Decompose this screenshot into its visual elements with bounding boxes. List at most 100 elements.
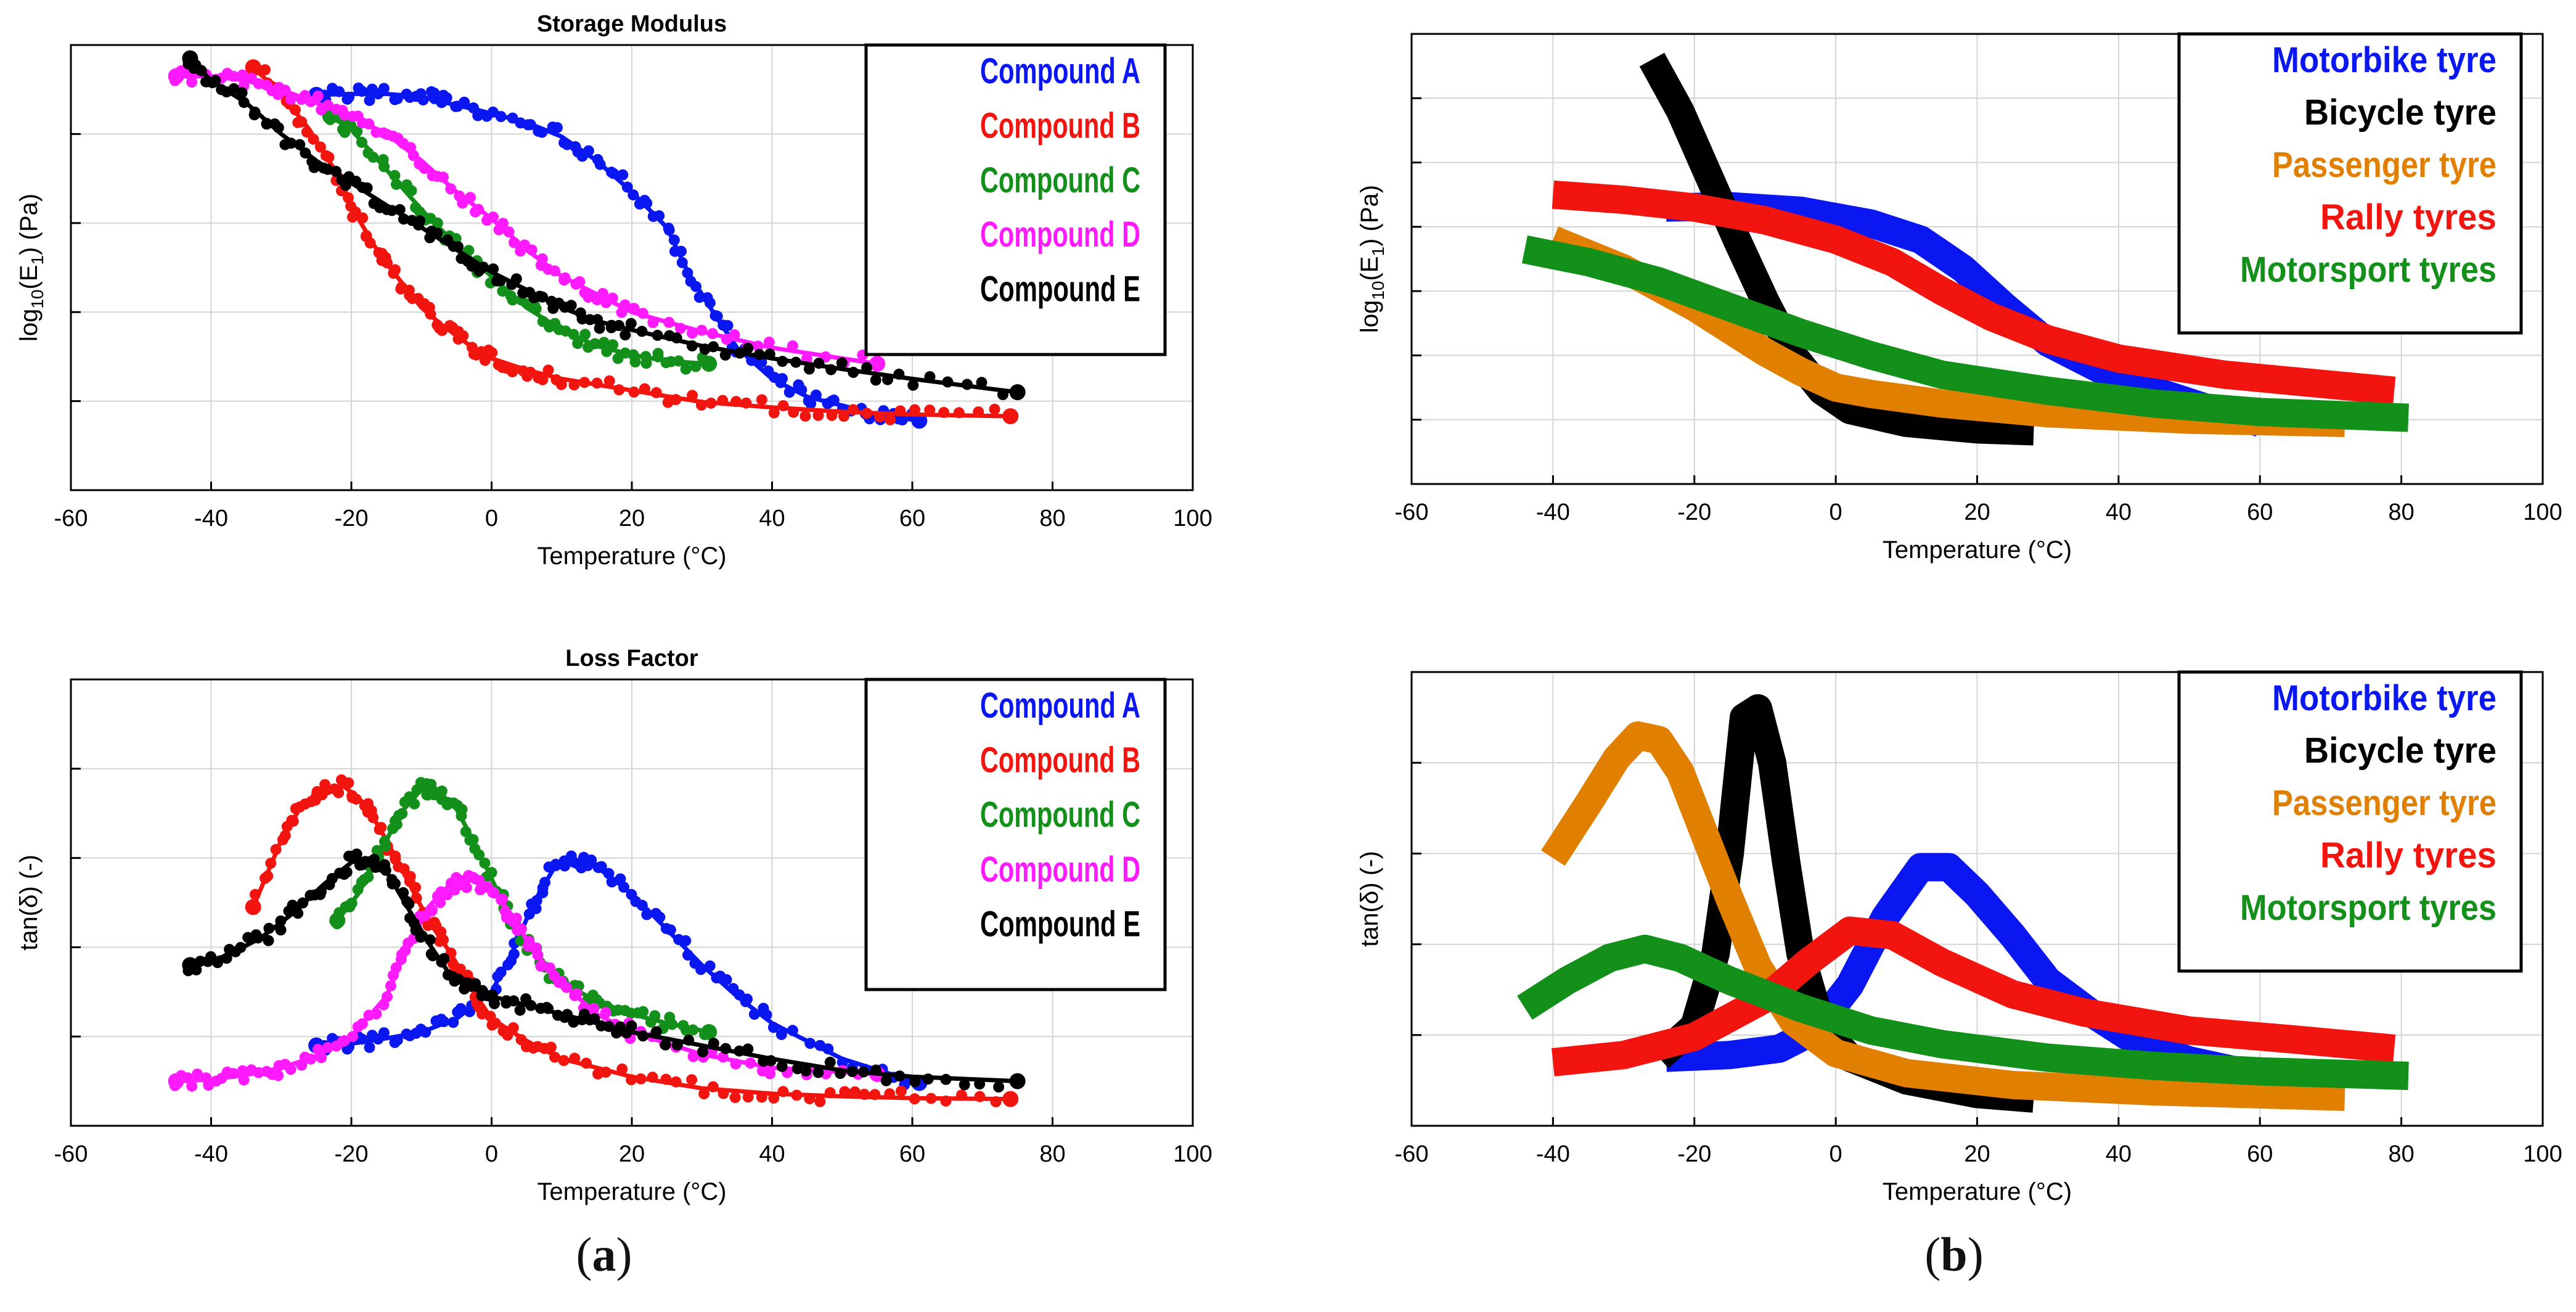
data-point-compound-c <box>666 1019 678 1030</box>
data-point-compound-d <box>382 991 393 1002</box>
data-point-compound-d <box>526 244 538 256</box>
legend-box <box>2177 32 2523 335</box>
data-point-compound-a <box>676 245 687 257</box>
data-point-compound-e <box>824 1056 836 1068</box>
data-point-compound-b <box>603 375 615 387</box>
data-point-compound-a <box>767 1022 779 1033</box>
data-point-compound-d <box>363 118 375 129</box>
data-point-compound-e <box>565 300 577 311</box>
data-point-compound-b <box>848 404 859 416</box>
data-point-compound-e <box>488 263 499 275</box>
data-point-compound-d <box>237 69 248 81</box>
data-point-compound-d <box>532 949 544 961</box>
data-point-compound-e <box>427 950 438 962</box>
data-point-compound-a <box>551 122 563 133</box>
x-tick-label: -60 <box>1395 1141 1429 1167</box>
x-tick-label: -40 <box>194 506 228 531</box>
data-point-compound-e <box>249 106 261 118</box>
data-point-compound-b <box>861 408 873 419</box>
data-point-compound-e <box>182 50 198 67</box>
data-point-compound-d <box>663 316 675 328</box>
data-point-compound-a <box>682 267 693 279</box>
data-point-compound-e <box>812 1067 824 1078</box>
data-point-compound-d <box>464 192 476 203</box>
data-point-compound-d <box>561 982 572 993</box>
data-point-compound-a <box>438 1016 449 1027</box>
data-point-compound-d <box>718 1051 729 1063</box>
data-point-compound-a <box>417 94 429 105</box>
series-band-rally-tyres <box>1552 916 2396 1076</box>
data-point-compound-d <box>559 272 571 284</box>
data-point-compound-a <box>420 1027 431 1038</box>
data-point-compound-a <box>641 909 653 920</box>
data-point-compound-e <box>300 147 311 159</box>
x-axis-label: Temperature (°C) <box>537 1178 726 1205</box>
data-point-compound-e <box>836 357 848 369</box>
data-point-compound-d <box>186 76 198 88</box>
data-point-compound-b <box>973 406 984 418</box>
data-point-compound-a <box>391 1034 403 1046</box>
data-point-compound-b <box>382 257 393 269</box>
x-tick-label: 80 <box>2388 499 2414 525</box>
data-point-compound-e <box>625 318 637 329</box>
data-point-compound-d <box>787 340 798 351</box>
data-point-compound-d <box>347 1031 359 1043</box>
data-point-compound-a <box>805 398 817 409</box>
data-point-compound-e <box>263 922 275 934</box>
data-point-compound-a <box>742 993 753 1005</box>
legend-entry-passenger-tyre: Passenger tyre <box>2272 145 2496 185</box>
data-point-compound-a <box>531 895 542 906</box>
data-point-compound-b <box>885 414 896 425</box>
data-point-compound-b <box>824 1087 836 1099</box>
legend-entry-passenger-tyre: Passenger tyre <box>2272 783 2496 823</box>
data-point-compound-a <box>836 1057 848 1068</box>
x-tick-label: 0 <box>1830 499 1842 525</box>
x-tick-label: 60 <box>899 1141 925 1167</box>
data-point-compound-a <box>441 92 452 104</box>
data-point-compound-b <box>909 404 920 416</box>
data-point-compound-b <box>591 377 603 389</box>
data-point-compound-e <box>414 215 425 227</box>
data-point-compound-a <box>608 168 619 179</box>
x-tick-label: -20 <box>1677 1141 1711 1167</box>
data-point-compound-d <box>571 988 583 999</box>
data-point-compound-c <box>637 1006 649 1017</box>
data-point-compound-b <box>647 1072 658 1083</box>
data-point-compound-d <box>607 292 618 304</box>
chart-title: Loss Factor <box>565 646 698 671</box>
legend-entry-motorsport-tyres: Motorsport tyres <box>2240 888 2496 928</box>
x-tick-label: -60 <box>54 506 88 531</box>
data-point-compound-b <box>990 1096 1002 1107</box>
data-point-compound-b <box>924 404 936 416</box>
data-point-compound-e <box>212 957 223 969</box>
data-point-compound-e <box>753 349 765 360</box>
data-point-compound-a <box>682 949 693 961</box>
data-point-compound-b <box>717 395 729 406</box>
data-point-compound-e <box>974 1078 986 1090</box>
data-point-compound-d <box>497 218 509 229</box>
data-point-compound-b <box>718 1088 729 1099</box>
legend-entry-motorsport-tyres: Motorsport tyres <box>2240 250 2496 290</box>
data-point-compound-d <box>730 1058 742 1070</box>
legend-entry-bicycle-tyre: Bicycle tyre <box>2304 731 2496 771</box>
data-point-compound-e <box>765 1055 777 1067</box>
data-point-compound-d <box>435 896 446 908</box>
data-point-compound-c <box>649 1010 661 1022</box>
data-point-compound-e <box>742 1043 754 1055</box>
data-point-compound-e <box>835 1068 846 1079</box>
data-point-compound-c <box>431 217 443 229</box>
data-point-compound-b <box>323 152 335 163</box>
data-point-compound-b <box>695 400 707 411</box>
data-point-compound-b <box>479 355 491 366</box>
data-point-compound-d <box>427 904 438 916</box>
data-point-compound-e <box>494 275 506 286</box>
data-point-compound-e <box>697 1046 708 1057</box>
y-axis-label: tan(δ) (-) <box>1356 851 1383 947</box>
data-point-compound-a <box>621 181 633 193</box>
data-point-compound-b <box>895 1085 907 1097</box>
data-point-compound-a <box>690 281 701 292</box>
data-point-compound-e <box>825 364 837 375</box>
data-point-compound-d <box>536 253 548 264</box>
data-point-compound-c <box>396 808 408 819</box>
data-point-compound-b <box>568 379 580 391</box>
